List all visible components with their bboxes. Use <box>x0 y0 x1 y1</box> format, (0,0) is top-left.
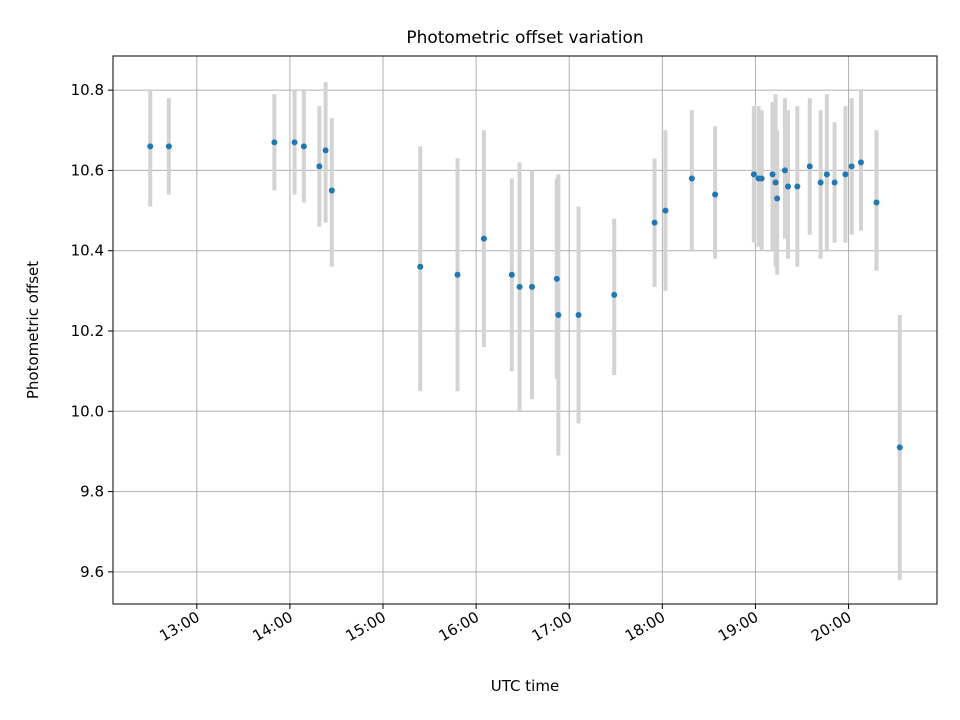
data-point <box>480 235 487 242</box>
data-point <box>772 179 779 186</box>
data-point <box>831 179 838 186</box>
data-point <box>316 163 323 170</box>
y-tick-label: 10.0 <box>71 402 104 420</box>
plot-frame <box>112 55 938 605</box>
data-point <box>842 171 849 178</box>
data-point <box>651 219 658 226</box>
point-layer <box>147 139 903 451</box>
y-tick-label: 9.8 <box>80 483 104 501</box>
x-axis-label: UTC time <box>491 677 559 695</box>
x-tick-label: 17:00 <box>529 608 575 645</box>
x-tick-label: 20:00 <box>808 608 854 645</box>
data-point <box>271 139 278 146</box>
data-point <box>575 311 582 318</box>
data-point <box>758 175 765 182</box>
data-point <box>794 183 801 190</box>
data-point <box>823 171 830 178</box>
data-point <box>328 187 335 194</box>
data-point <box>555 311 562 318</box>
data-point <box>553 275 560 282</box>
x-tick-label: 14:00 <box>249 608 295 645</box>
data-point <box>454 271 461 278</box>
data-point <box>781 167 788 174</box>
y-axis-label: Photometric offset <box>24 261 42 399</box>
y-tick-label: 9.6 <box>80 563 104 581</box>
data-point <box>291 139 298 146</box>
y-tick-label: 10.2 <box>71 322 104 340</box>
grid-layer <box>113 56 937 604</box>
y-tick-label: 10.6 <box>71 161 104 179</box>
data-point <box>165 143 172 150</box>
y-tick-label: 10.8 <box>71 81 104 99</box>
tick-layer: 13:00 14:00 15:00 16:00 17:00 18:00 19:00 20:00… <box>71 81 855 645</box>
data-point <box>528 283 535 290</box>
data-point <box>688 175 695 182</box>
chart-title: Photometric offset variation <box>406 28 643 48</box>
data-point <box>774 195 781 202</box>
data-point <box>896 444 903 451</box>
x-tick-label: 13:00 <box>156 608 202 645</box>
data-point <box>750 171 757 178</box>
data-point <box>508 271 515 278</box>
data-point <box>817 179 824 186</box>
data-point <box>417 263 424 270</box>
x-tick-label: 16:00 <box>436 608 482 645</box>
data-point <box>712 191 719 198</box>
data-point <box>848 163 855 170</box>
data-point <box>516 283 523 290</box>
data-point <box>322 147 329 154</box>
y-tick-label: 10.4 <box>71 242 104 260</box>
x-tick-label: 19:00 <box>715 608 761 645</box>
data-point <box>857 159 864 166</box>
x-tick-label: 15:00 <box>343 608 389 645</box>
data-point <box>662 207 669 214</box>
data-point <box>147 143 154 150</box>
data-point <box>785 183 792 190</box>
data-point <box>806 163 813 170</box>
data-point <box>873 199 880 206</box>
x-tick-label: 18:00 <box>622 608 668 645</box>
data-point <box>300 143 307 150</box>
data-point <box>611 291 618 298</box>
data-point <box>769 171 776 178</box>
